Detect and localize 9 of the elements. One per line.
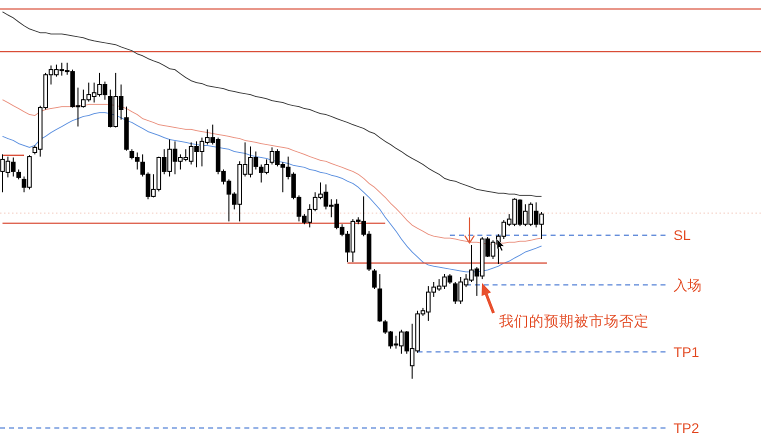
- series-label: SL: [674, 227, 691, 244]
- candlestick: [16, 169, 21, 180]
- annotation: 我们的预期被市场否定: [499, 313, 649, 330]
- series-label: TP1: [674, 344, 700, 360]
- ref-line-label: TP2: [674, 420, 700, 436]
- series-label: 入场: [674, 276, 702, 293]
- candlestick: [124, 106, 129, 152]
- candlestick: [372, 268, 377, 290]
- candlestick: [378, 274, 382, 322]
